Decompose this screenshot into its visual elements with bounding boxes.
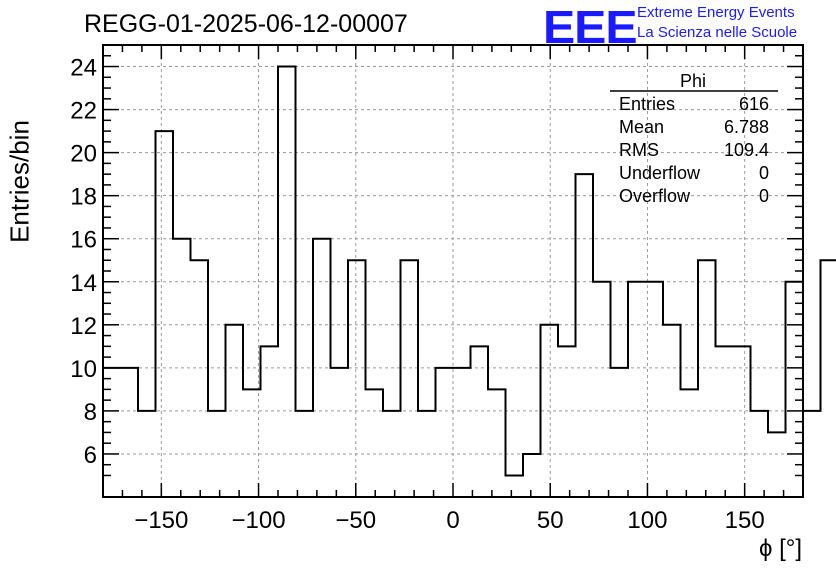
histogram-bin bbox=[436, 368, 454, 497]
x-axis-label: ϕ [°] bbox=[758, 535, 802, 562]
chart-title: REGG-01-2025-06-12-00007 bbox=[84, 10, 408, 38]
histogram-bin bbox=[278, 67, 296, 497]
y-tick-label: 16 bbox=[70, 227, 97, 254]
y-tick-label: 12 bbox=[70, 313, 97, 340]
histogram-bin bbox=[156, 131, 174, 497]
x-tick-label: 150 bbox=[725, 507, 765, 534]
histogram-bin bbox=[261, 346, 279, 497]
histogram-bin bbox=[646, 282, 664, 497]
y-tick-label: 6 bbox=[84, 442, 97, 469]
histogram-bin bbox=[348, 260, 366, 497]
histogram-bin bbox=[313, 239, 331, 497]
x-tick-label: 50 bbox=[537, 507, 564, 534]
histogram-bin bbox=[208, 411, 226, 497]
histogram-bin bbox=[191, 260, 209, 497]
histogram-bin bbox=[628, 282, 646, 497]
stats-mean-value: 6.788 bbox=[723, 117, 769, 137]
y-tick-label: 22 bbox=[70, 98, 97, 125]
stats-box-title: Phi bbox=[680, 71, 707, 91]
histogram-bin bbox=[751, 411, 769, 497]
histogram-bin bbox=[453, 368, 471, 497]
histogram-bin bbox=[471, 346, 489, 497]
logo-line-1: Extreme Energy Events bbox=[637, 4, 795, 21]
x-tick-label: −150 bbox=[134, 507, 188, 534]
stats-underflow-label: Underflow bbox=[619, 163, 701, 183]
histogram-bin bbox=[296, 411, 314, 497]
histogram-bin bbox=[383, 411, 401, 497]
histogram-bin bbox=[173, 239, 191, 497]
histogram-bin bbox=[506, 475, 524, 497]
histogram-bin bbox=[576, 174, 594, 497]
histogram-bin bbox=[803, 411, 821, 497]
y-tick-label: 24 bbox=[70, 55, 97, 82]
histogram-bin bbox=[401, 260, 419, 497]
histogram-bin bbox=[663, 325, 681, 497]
stats-mean-label: Mean bbox=[619, 117, 665, 137]
stats-entries-value: 616 bbox=[738, 94, 769, 114]
y-tick-label: 18 bbox=[70, 184, 97, 211]
histogram-bin bbox=[821, 260, 836, 497]
eee-logo: EEE bbox=[543, 1, 638, 53]
histogram-bin bbox=[488, 389, 506, 497]
histogram-bin bbox=[121, 368, 139, 497]
x-tick-label: 0 bbox=[446, 507, 459, 534]
y-tick-label: 14 bbox=[70, 270, 97, 297]
histogram-bin bbox=[243, 389, 261, 497]
histogram-bin bbox=[768, 432, 786, 497]
y-tick-label: 20 bbox=[70, 141, 97, 168]
histogram-bin bbox=[331, 368, 349, 497]
histogram-bin bbox=[418, 411, 436, 497]
logo-line-2: La Scienza nelle Scuole bbox=[637, 24, 798, 41]
stats-rms-value: 109.4 bbox=[723, 140, 769, 160]
histogram-bin bbox=[138, 411, 156, 497]
histogram-bin bbox=[698, 260, 716, 497]
histogram-bin bbox=[523, 454, 541, 497]
histogram-bin bbox=[716, 346, 734, 497]
histogram-line bbox=[102, 65, 836, 497]
histogram-bin bbox=[558, 346, 576, 497]
histogram-bin bbox=[541, 325, 559, 497]
stats-overflow-label: Overflow bbox=[619, 186, 691, 206]
stats-underflow-value: 0 bbox=[758, 163, 769, 183]
x-tick-label: 100 bbox=[627, 507, 667, 534]
x-tick-label: −50 bbox=[335, 507, 376, 534]
stats-entries-label: Entries bbox=[619, 94, 676, 114]
histogram-bin bbox=[593, 282, 611, 497]
y-axis-label: Entries/bin bbox=[4, 120, 35, 243]
y-tick-label: 8 bbox=[84, 399, 97, 426]
histogram-bin bbox=[611, 368, 629, 497]
x-tick-label: −100 bbox=[232, 507, 286, 534]
stats-overflow-value: 0 bbox=[758, 186, 769, 206]
stats-rms-label: RMS bbox=[619, 140, 659, 160]
histogram-bin bbox=[681, 389, 699, 497]
histogram-bin bbox=[733, 346, 751, 497]
histogram-bin bbox=[366, 389, 384, 497]
y-tick-label: 10 bbox=[70, 356, 97, 383]
histogram-bin bbox=[226, 325, 244, 497]
